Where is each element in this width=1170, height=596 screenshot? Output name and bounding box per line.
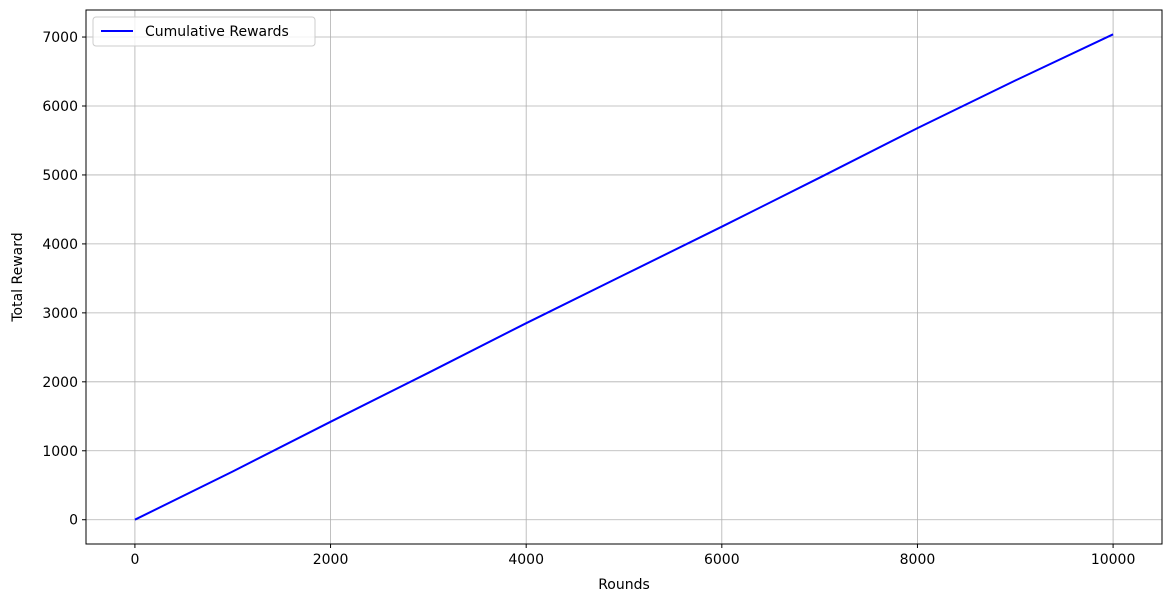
legend-label: Cumulative Rewards (145, 24, 289, 40)
y-tick-label: 2000 (42, 375, 78, 391)
series-line (134, 33, 1114, 521)
y-tick-label: 6000 (42, 99, 78, 115)
y-tick-label: 7000 (42, 30, 78, 46)
y-tick-label: 0 (69, 513, 78, 529)
x-tick-label: 0 (130, 552, 139, 568)
legend-box (92, 16, 316, 47)
x-tick-label: 2000 (313, 552, 349, 568)
x-tick-label: 4000 (508, 552, 544, 568)
x-axis-label: Rounds (598, 577, 650, 593)
plot-frame (85, 9, 1163, 545)
y-axis-label: Total Reward (10, 232, 26, 322)
x-tick-label: 10000 (1091, 552, 1136, 568)
y-tick-label: 5000 (42, 168, 78, 184)
legend: Cumulative Rewards (92, 16, 316, 47)
x-tick-label: 8000 (900, 552, 936, 568)
x-tick-label: 6000 (704, 552, 740, 568)
ticks: 0 2000 4000 6000 8000 10000 0 1000 2000 3000 4000 5… (42, 30, 1135, 568)
y-tick-label: 4000 (42, 237, 78, 253)
y-tick-label: 1000 (42, 444, 78, 460)
grid (86, 10, 1162, 544)
y-tick-label: 3000 (42, 306, 78, 322)
series-layer (134, 33, 1114, 521)
